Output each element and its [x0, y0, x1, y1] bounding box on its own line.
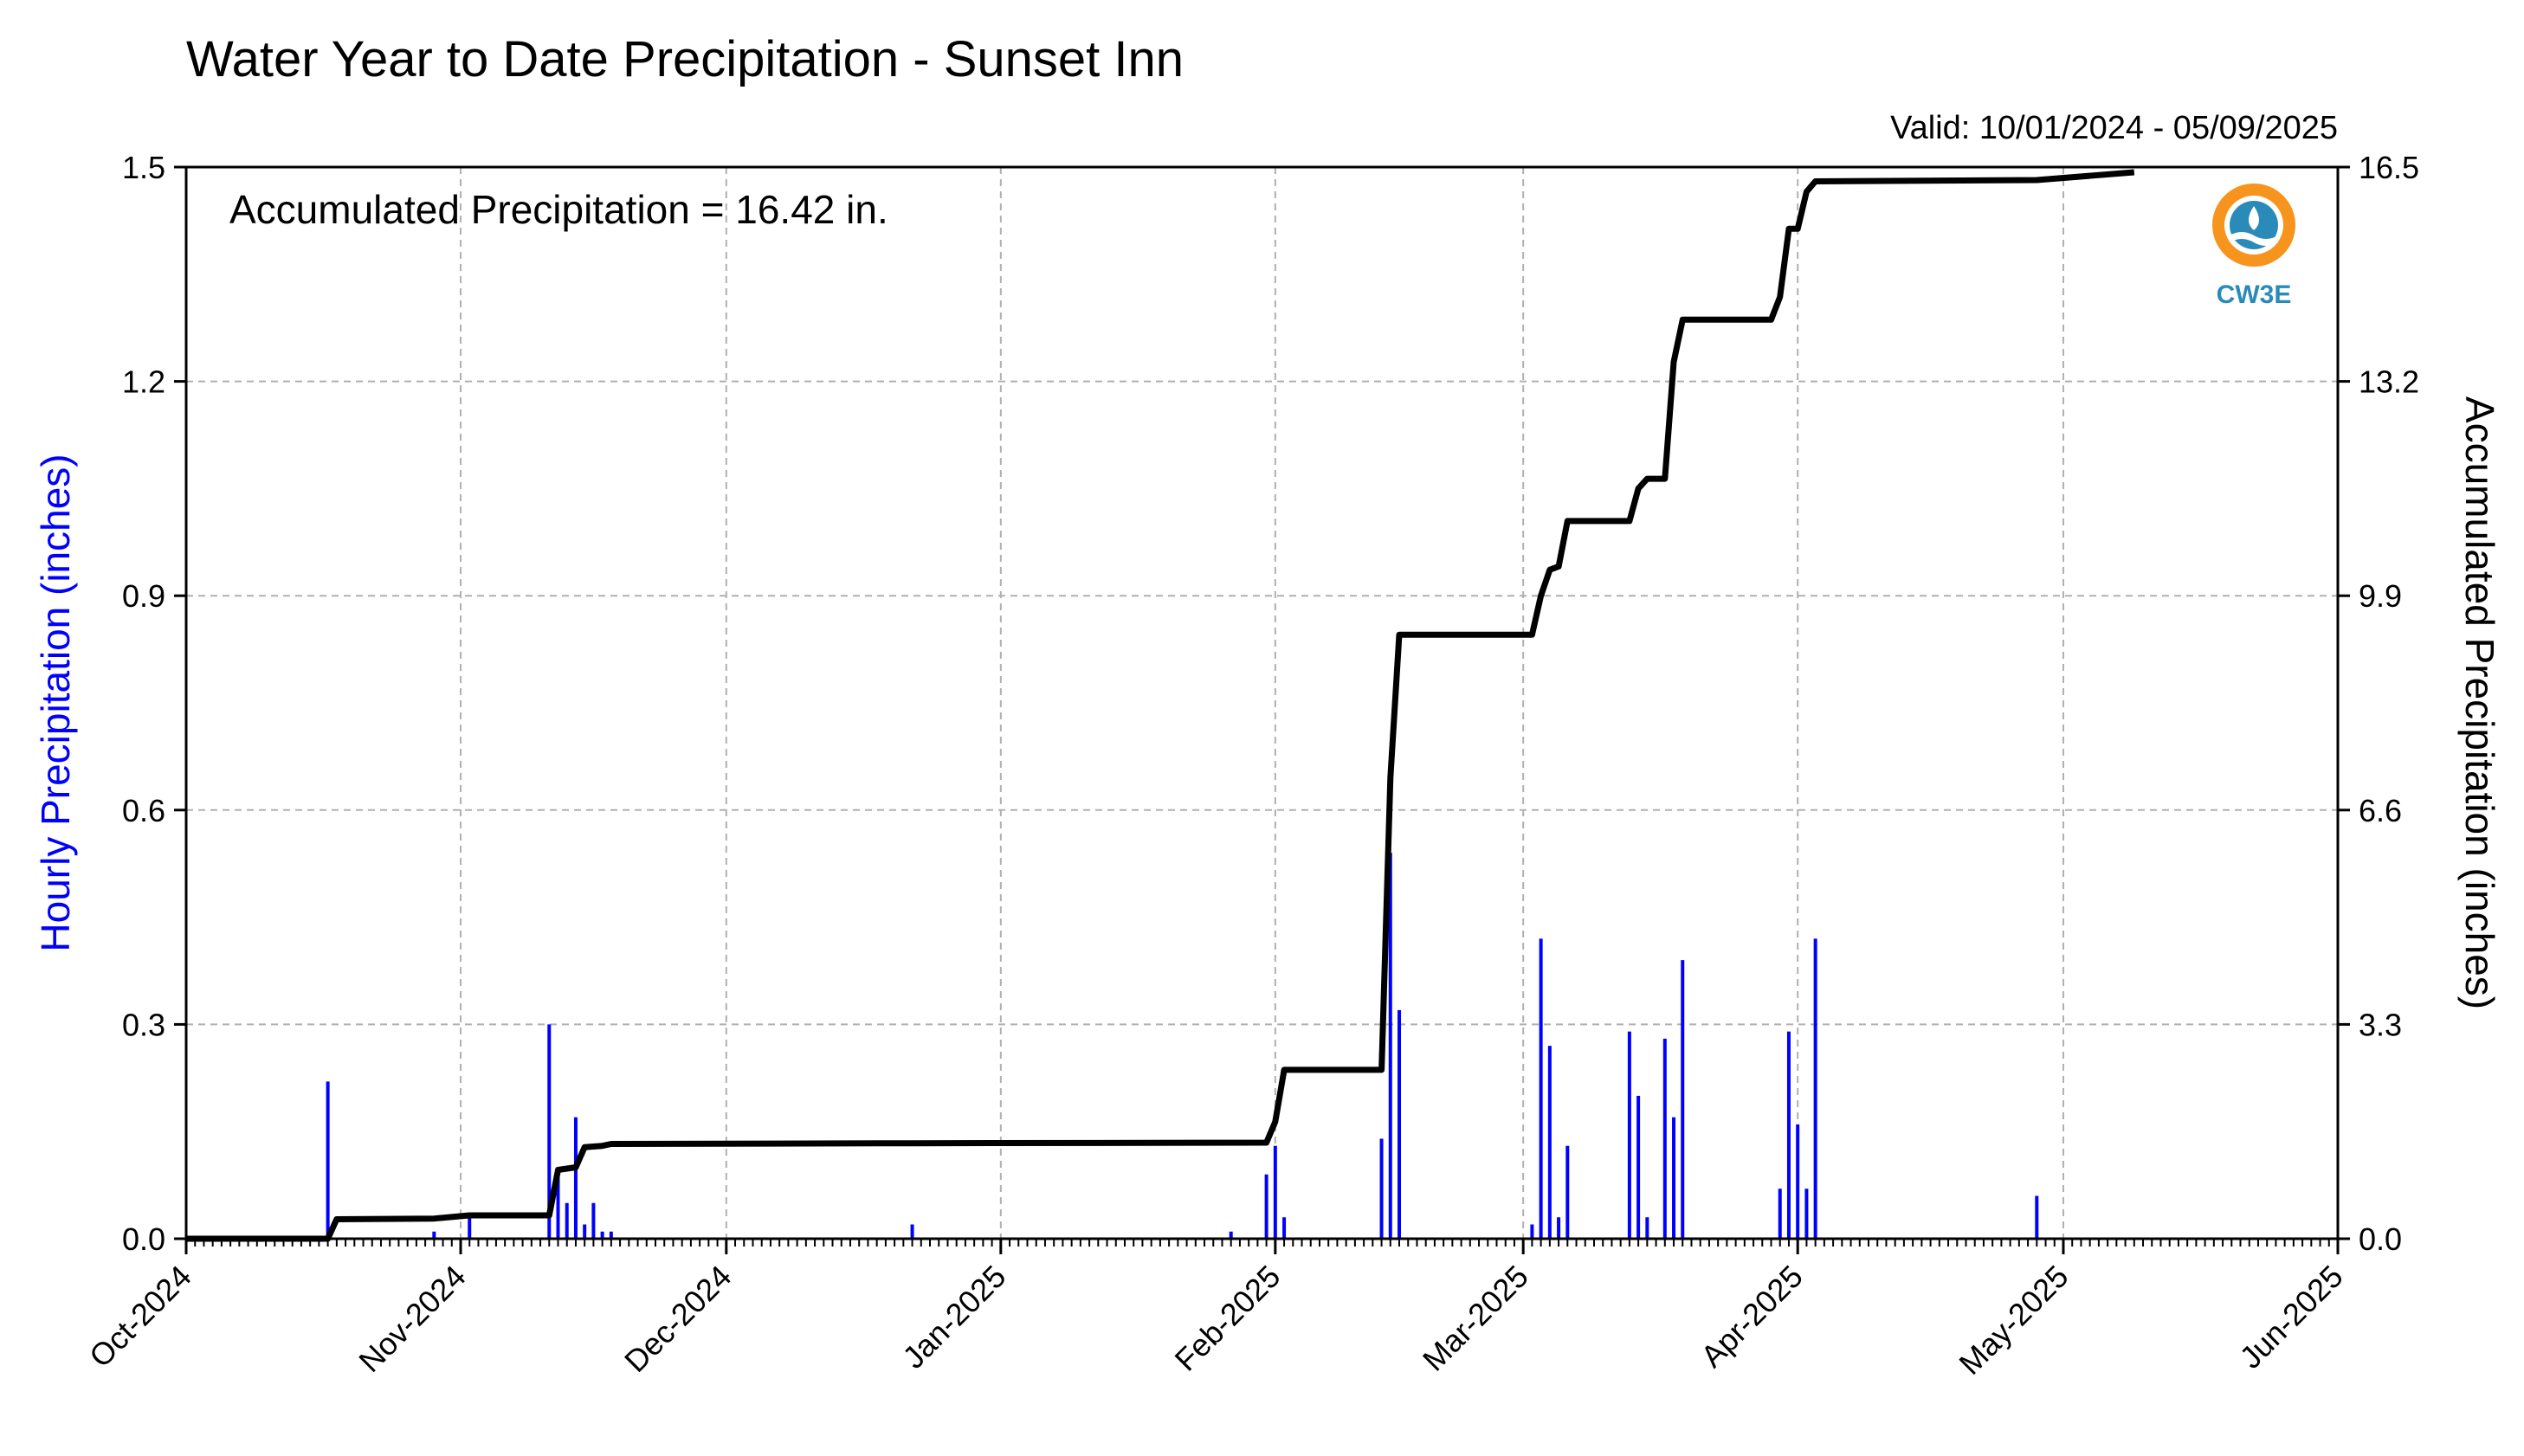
hourly-bar: [583, 1224, 587, 1239]
hourly-bar: [326, 1081, 330, 1239]
hourly-bar: [1662, 1038, 1667, 1239]
cw3e-logo: CW3E: [2212, 184, 2295, 309]
hourly-bar: [910, 1224, 914, 1239]
y-axis-label-right: Accumulated Precipitation (inches): [2457, 396, 2502, 1009]
hourly-bar: [2035, 1195, 2039, 1239]
x-tick-label: Apr-2025: [1694, 1259, 1810, 1375]
y-axis-label-left: Hourly Precipitation (inches): [33, 454, 78, 951]
hourly-bar: [556, 1167, 560, 1239]
hourly-bar: [468, 1217, 472, 1239]
x-tick-label: Jan-2025: [895, 1259, 1012, 1375]
x-tick-label: May-2025: [1952, 1259, 2075, 1382]
hourly-bar: [1379, 1138, 1384, 1239]
hourly-bar: [1547, 1046, 1552, 1239]
y-tick-label-right: 9.9: [2359, 578, 2402, 614]
y-tick-label-right: 13.2: [2359, 364, 2419, 400]
y-tick-label-left: 0.3: [122, 1007, 165, 1042]
x-tick-label: Jun-2025: [2233, 1259, 2350, 1375]
grid-lines: [186, 167, 2338, 1239]
hourly-bar: [1565, 1145, 1570, 1239]
plot-frame: [184, 165, 2340, 1240]
hourly-bar: [1636, 1095, 1641, 1239]
hourly-bar: [565, 1202, 569, 1239]
x-tick-label: Nov-2024: [352, 1259, 472, 1379]
accumulated-line: [186, 169, 2135, 1242]
y-tick-label-right: 16.5: [2359, 150, 2419, 185]
hourly-bar: [1557, 1217, 1561, 1239]
hourly-bar: [1786, 1031, 1791, 1239]
hourly-bar: [1645, 1217, 1649, 1239]
hourly-bar: [1804, 1189, 1809, 1239]
cw3e-logo-icon: [2212, 184, 2295, 267]
y-tick-label-right: 3.3: [2359, 1007, 2402, 1042]
x-tick-label: Dec-2024: [617, 1259, 738, 1379]
y-tick-label-right: 6.6: [2359, 793, 2402, 828]
hourly-bars: [326, 853, 2039, 1239]
hourly-bar: [1813, 938, 1817, 1239]
hourly-bar: [432, 1231, 436, 1239]
chart-title: Water Year to Date Precipitation - Sunse…: [186, 31, 1184, 87]
hourly-bar: [1398, 1009, 1402, 1239]
y-tick-label-left: 0.0: [122, 1221, 165, 1257]
hourly-bar: [1282, 1217, 1287, 1239]
hourly-bar: [1672, 1117, 1676, 1239]
y-tick-label-right: 0.0: [2359, 1221, 2402, 1257]
hourly-bar: [609, 1231, 613, 1239]
hourly-bar: [547, 1024, 552, 1239]
y-tick-label-left: 0.6: [122, 793, 165, 828]
hourly-bar: [600, 1231, 604, 1239]
hourly-bar: [1539, 938, 1543, 1239]
hourly-bar: [573, 1117, 578, 1239]
x-tick-label: Oct-2024: [82, 1259, 198, 1375]
x-tick-label: Feb-2025: [1168, 1259, 1288, 1378]
y-tick-label-left: 0.9: [122, 578, 165, 614]
hourly-bar: [1627, 1031, 1631, 1239]
logo-label: CW3E: [2217, 280, 2292, 309]
hourly-bar: [1796, 1124, 1800, 1239]
hourly-bar: [1264, 1174, 1268, 1239]
axes: 0.0 0.0 0.3 3.3 0.6 6.6 0.9 9.9 1.2 13.2 1.5 16.5 Oc…: [82, 150, 2419, 1382]
hourly-bar: [1530, 1224, 1534, 1239]
accumulated-line-group: [186, 169, 2135, 1242]
y-tick-label-left: 1.5: [122, 150, 165, 185]
accumulated-annotation: Accumulated Precipitation = 16.42 in.: [229, 187, 888, 232]
hourly-bar: [1273, 1145, 1277, 1239]
hourly-bar: [1778, 1189, 1782, 1239]
y-tick-label-left: 1.2: [122, 364, 165, 400]
hourly-bar: [1388, 853, 1392, 1239]
x-tick-label: Mar-2025: [1416, 1259, 1535, 1378]
hourly-bar: [591, 1202, 596, 1239]
chart-subtitle: Valid: 10/01/2024 - 05/09/2025: [1890, 110, 2338, 146]
hourly-bar: [1229, 1231, 1233, 1239]
hourly-bar: [1681, 960, 1685, 1239]
